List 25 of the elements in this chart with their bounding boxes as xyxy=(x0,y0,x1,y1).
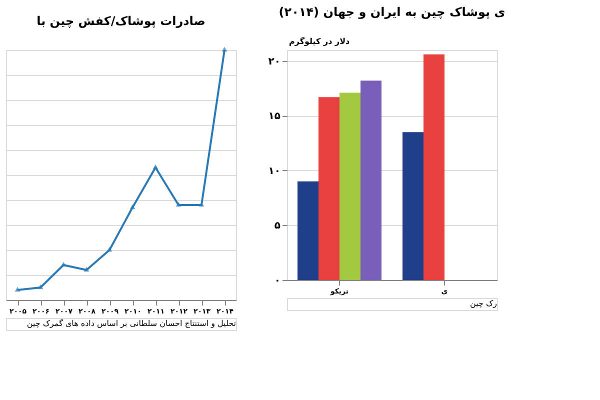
point xyxy=(84,266,90,272)
point xyxy=(130,204,136,210)
y-axis-title: دلار در کیلوگرم xyxy=(289,36,350,46)
point xyxy=(222,46,228,52)
point xyxy=(60,262,66,267)
bar xyxy=(360,80,382,280)
text: رک چین xyxy=(470,299,498,308)
bar xyxy=(402,132,424,280)
chart-title: صادرات پوشاک/کفش چین با xyxy=(36,14,206,28)
bar xyxy=(424,54,444,280)
chart-title: ی پوشاک چین به ایران و جهان (۲۰۱۴) xyxy=(278,5,506,19)
point xyxy=(106,246,112,252)
bar xyxy=(340,92,360,280)
y-tick-label: ۰ xyxy=(274,276,280,286)
point xyxy=(176,202,182,207)
text: تحلیل و استنتاج احسان سلطانی بر اساس داده های گمرک چین xyxy=(26,318,236,328)
y-tick-label: ۲۰ xyxy=(268,56,280,68)
y-tick-label: ۱۵ xyxy=(268,111,280,122)
point xyxy=(38,284,44,290)
point xyxy=(152,164,158,170)
y-tick-label: ۵ xyxy=(274,220,280,232)
point xyxy=(14,286,20,292)
bar xyxy=(318,97,340,280)
bar xyxy=(298,181,318,280)
y-tick-label: ۱۰ xyxy=(268,166,280,177)
